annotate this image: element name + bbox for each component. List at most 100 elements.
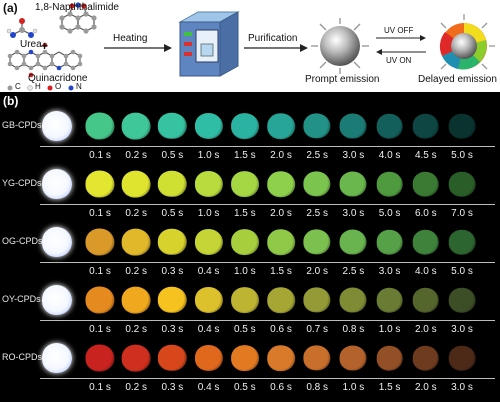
prompt-emission-label: Prompt emission (305, 74, 380, 85)
afterglow-sample-2-1 (121, 228, 151, 256)
time-label-1-9: 6.0 s (414, 208, 437, 219)
time-label-0-7: 3.0 s (342, 150, 365, 161)
urea-molecule (6, 18, 38, 38)
time-label-2-4: 1.0 s (233, 266, 256, 277)
afterglow-sample-0-10 (448, 113, 476, 139)
molecule-label-naphthalimide: 1,8-Napththalimide (35, 2, 119, 13)
time-label-3-4: 0.5 s (233, 324, 256, 335)
panel-a-synthesis-scheme: (a) (0, 0, 500, 92)
afterglow-sample-4-10 (448, 345, 476, 371)
afterglow-sample-1-6 (303, 171, 331, 197)
uv-on-sample-4 (42, 343, 72, 373)
afterglow-sample-2-3 (194, 228, 223, 256)
molecule-label-urea: Urea (20, 39, 42, 50)
afterglow-sample-1-8 (376, 171, 403, 197)
afterglow-sample-4-0 (85, 344, 115, 372)
afterglow-sample-2-5 (267, 229, 295, 255)
time-label-1-1: 0.2 s (125, 208, 148, 219)
time-label-1-3: 1.0 s (197, 208, 220, 219)
afterglow-sample-1-2 (158, 170, 187, 198)
afterglow-sample-3-5 (267, 287, 295, 313)
time-label-1-7: 3.0 s (342, 208, 365, 219)
afterglow-sample-4-6 (303, 345, 331, 371)
afterglow-sample-0-1 (121, 112, 151, 140)
time-label-0-2: 0.5 s (161, 150, 184, 161)
panel-a-label: (a) (3, 1, 18, 15)
row-separator-2 (40, 262, 495, 263)
time-label-0-3: 1.0 s (197, 150, 220, 161)
uv-on-sample-0 (42, 111, 72, 141)
afterglow-sample-2-10 (448, 229, 476, 255)
afterglow-sample-3-4 (230, 287, 259, 313)
row-label-0: GB-CPDs (2, 120, 42, 130)
time-label-2-1: 0.2 s (125, 266, 148, 277)
afterglow-sample-3-0 (85, 286, 115, 314)
row-separator-4 (40, 378, 495, 379)
row-label-2: OG-CPDs (2, 236, 43, 246)
afterglow-sample-0-6 (303, 113, 331, 139)
afterglow-sample-1-1 (121, 170, 151, 198)
atom-legend-dots (7, 85, 74, 91)
time-label-0-5: 2.0 s (270, 150, 292, 161)
time-label-4-1: 0.2 s (125, 382, 148, 393)
time-label-4-4: 0.5 s (233, 382, 256, 393)
purification-arrow (244, 44, 308, 52)
afterglow-sample-4-4 (230, 345, 259, 371)
panel-b-afterglow-photos: (b) GB-CPDs 0.1 s 0.2 s 0.5 s 1.0 s 1.5 s 2.0 … (0, 92, 500, 402)
delayed-emission-label: Delayed emission (418, 74, 497, 85)
time-label-4-9: 2.0 s (414, 382, 437, 393)
time-label-3-2: 0.3 s (161, 324, 184, 335)
time-label-4-6: 0.8 s (306, 382, 329, 393)
afterglow-sample-2-0 (85, 228, 115, 256)
afterglow-sample-0-2 (158, 112, 187, 140)
afterglow-sample-2-6 (303, 229, 331, 255)
afterglow-sample-0-4 (230, 113, 259, 139)
row-label-1: YG-CPDs (2, 178, 42, 188)
time-label-2-10: 5.0 s (451, 266, 473, 277)
afterglow-sample-0-9 (412, 113, 440, 139)
time-label-4-8: 1.5 s (378, 382, 401, 393)
time-label-3-1: 0.2 s (125, 324, 148, 335)
time-label-4-3: 0.4 s (197, 382, 220, 393)
time-label-3-9: 2.0 s (414, 324, 437, 335)
time-label-2-5: 1.5 s (270, 266, 292, 277)
time-label-1-6: 2.5 s (306, 208, 329, 219)
afterglow-sample-2-4 (230, 229, 259, 255)
afterglow-sample-0-8 (376, 113, 403, 139)
legend-label-c: C (15, 82, 21, 91)
time-label-3-3: 0.4 s (197, 324, 220, 335)
quinacridone-molecule (9, 51, 81, 69)
time-label-4-0: 0.1 s (89, 382, 111, 393)
quinacridone-atoms (7, 42, 83, 78)
time-label-3-0: 0.1 s (89, 324, 111, 335)
afterglow-sample-4-1 (121, 344, 151, 372)
afterglow-sample-3-7 (339, 287, 367, 313)
time-label-0-10: 5.0 s (451, 150, 473, 161)
time-label-2-7: 2.5 s (342, 266, 365, 277)
time-label-2-9: 4.0 s (414, 266, 437, 277)
time-label-1-4: 1.5 s (233, 208, 256, 219)
row-label-4: RO-CPDs (2, 352, 42, 362)
afterglow-sample-4-8 (376, 345, 403, 371)
afterglow-sample-3-10 (448, 287, 476, 313)
time-label-1-0: 0.1 s (89, 208, 111, 219)
row-separator-3 (40, 320, 495, 321)
row-separator-0 (40, 146, 495, 147)
afterglow-sample-4-5 (267, 345, 295, 371)
time-label-3-6: 0.7 s (306, 324, 329, 335)
time-label-0-1: 0.2 s (125, 150, 148, 161)
afterglow-sample-3-8 (376, 287, 403, 313)
time-label-1-5: 2.0 s (270, 208, 292, 219)
time-label-2-0: 0.1 s (89, 266, 111, 277)
afterglow-sample-3-9 (412, 287, 440, 313)
time-label-1-8: 5.0 s (378, 208, 401, 219)
uv-on-sample-3 (42, 285, 72, 315)
time-label-3-5: 0.6 s (270, 324, 292, 335)
time-label-2-6: 2.0 s (306, 266, 329, 277)
afterglow-sample-1-9 (412, 171, 440, 197)
afterglow-sample-1-5 (267, 171, 295, 197)
step-heating: Heating (113, 33, 148, 44)
afterglow-sample-4-2 (158, 344, 187, 372)
legend-label-h: H (35, 82, 41, 91)
molecule-label-quinacridone: Quinacridone (28, 73, 88, 84)
